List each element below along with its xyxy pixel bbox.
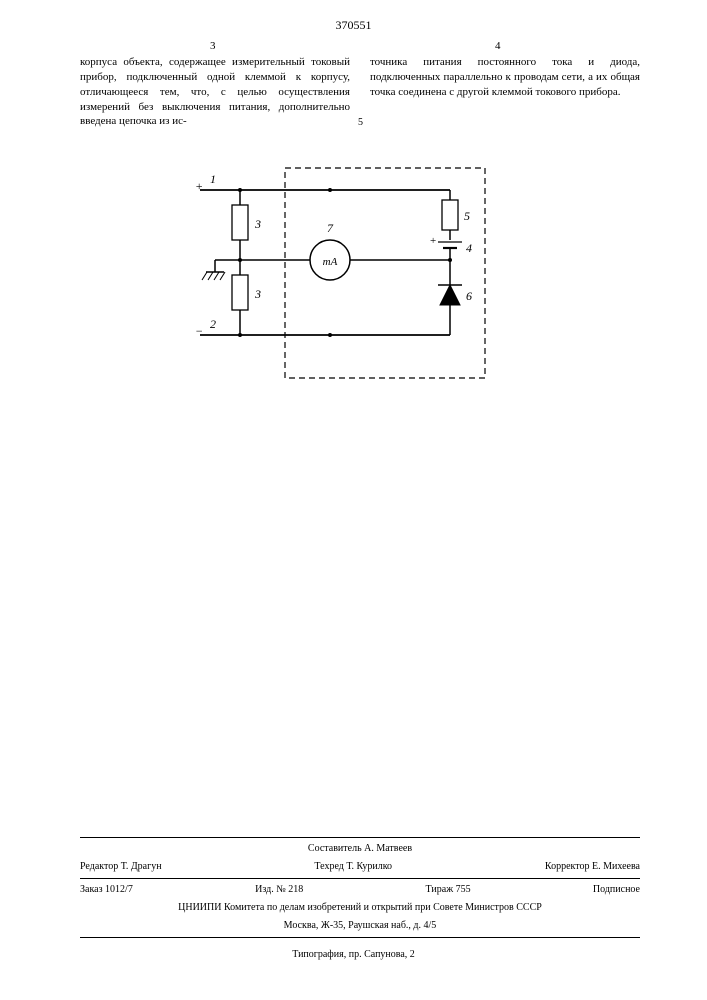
line-number-5: 5 (358, 116, 363, 130)
org-line: ЦНИИПИ Комитета по делам изобретений и о… (80, 899, 640, 917)
column-right: точника питания постоянного тока и диода… (370, 55, 640, 129)
svg-text:4: 4 (466, 241, 472, 255)
divider (80, 837, 640, 838)
text-columns: корпуса объекта, содержащее измерительны… (80, 55, 640, 129)
editors-row: Редактор Т. Драгун Техред Т. Курилко Кор… (80, 858, 640, 876)
doc-number: 370551 (0, 18, 707, 33)
divider (80, 937, 640, 938)
column-left: корпуса объекта, содержащее измерительны… (80, 55, 350, 129)
svg-text:2: 2 (210, 317, 216, 331)
svg-text:7: 7 (327, 221, 334, 235)
tech-editor: Техред Т. Курилко (314, 860, 392, 874)
col-right-text: точника питания постоянного тока и диода… (370, 56, 640, 98)
podpis: Подписное (593, 883, 640, 897)
izd-num: Изд. № 218 (255, 883, 303, 897)
svg-text:+: + (430, 235, 436, 247)
order-num: Заказ 1012/7 (80, 883, 133, 897)
tirazh: Тираж 755 (426, 883, 471, 897)
col-left-text: корпуса объекта, содержащее измерительны… (80, 56, 350, 127)
svg-text:mA: mA (323, 256, 338, 268)
circuit-diagram: + 1 − 2 3 3 mA 7 (180, 160, 510, 390)
col-num-right: 4 (495, 40, 501, 52)
compiler-line: Составитель А. Матвеев (80, 840, 640, 858)
corrector: Корректор Е. Михеева (545, 860, 640, 874)
address-line: Москва, Ж-35, Раушская наб., д. 4/5 (80, 917, 640, 935)
footer-block: Составитель А. Матвеев Редактор Т. Драгу… (80, 835, 640, 940)
svg-text:3: 3 (254, 287, 261, 301)
svg-text:5: 5 (464, 209, 470, 223)
typography-line: Типография, пр. Сапунова, 2 (0, 949, 707, 960)
col-num-left: 3 (210, 40, 216, 52)
svg-text:3: 3 (254, 217, 261, 231)
print-info-row: Заказ 1012/7 Изд. № 218 Тираж 755 Подпис… (80, 881, 640, 899)
svg-text:1: 1 (210, 172, 216, 186)
divider (80, 878, 640, 879)
svg-text:6: 6 (466, 289, 472, 303)
editor: Редактор Т. Драгун (80, 860, 162, 874)
